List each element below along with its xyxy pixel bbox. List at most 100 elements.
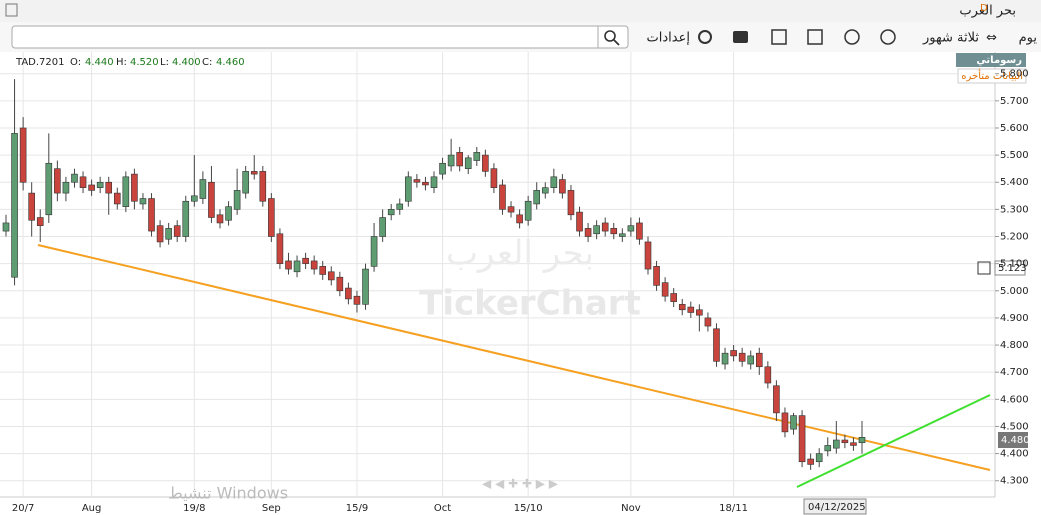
candle-body xyxy=(225,206,232,221)
y-tick-label: 4.800 xyxy=(1000,340,1029,351)
label: O: xyxy=(70,57,81,68)
candle-body xyxy=(276,233,284,264)
candle-body xyxy=(96,181,104,188)
window-icon[interactable] xyxy=(5,3,18,17)
y-tick-label: 4.500 xyxy=(1000,421,1029,432)
x-tick-label: Sep xyxy=(262,503,281,514)
candle-body xyxy=(370,236,378,267)
candle-body xyxy=(687,306,695,313)
symbol: TAD.7201 xyxy=(15,57,65,68)
candle-body xyxy=(216,214,224,224)
candle-body xyxy=(815,453,823,463)
candle-body xyxy=(379,217,386,237)
candle-body xyxy=(824,445,832,452)
candle-body xyxy=(430,176,438,188)
search-box[interactable] xyxy=(11,25,629,49)
candle-body xyxy=(627,225,635,232)
candle-body xyxy=(54,168,61,194)
value: 4.440 xyxy=(85,57,114,68)
candle-body xyxy=(353,295,361,305)
candle-body xyxy=(122,176,130,207)
value: 4.520 xyxy=(130,57,159,68)
grid xyxy=(0,52,995,497)
y-tick-label: 5.100 xyxy=(1000,259,1029,270)
indicator-icon[interactable] xyxy=(880,29,896,45)
candle-body xyxy=(584,228,592,237)
candle-body xyxy=(593,225,600,235)
y-tick-label: 4.600 xyxy=(1000,394,1029,405)
candle-body xyxy=(11,133,18,278)
trend-line[interactable] xyxy=(37,244,991,471)
x-tick-label: Oct xyxy=(434,503,451,514)
title-bar xyxy=(0,0,1041,22)
candle-body xyxy=(704,317,712,327)
candle-body xyxy=(250,171,258,175)
candle-body xyxy=(88,184,95,191)
candle-body xyxy=(285,260,292,270)
trend-line[interactable] xyxy=(796,394,991,488)
badge: D xyxy=(980,3,988,14)
candle-body xyxy=(268,198,275,237)
candle-body xyxy=(327,271,335,281)
drawings-label: رسوماتي xyxy=(976,55,1022,66)
y-tick-label: 4.400 xyxy=(1000,449,1029,460)
nav-arrows[interactable]: ◀ ◀ ✚ ✚ ▶ ▶ xyxy=(482,477,559,491)
candle-body xyxy=(490,168,498,188)
candle-body xyxy=(139,198,147,205)
crosshair-price-box xyxy=(994,260,1026,276)
candle-body xyxy=(653,266,660,286)
candle-body xyxy=(302,257,309,264)
range-button[interactable]: ثلاثة شهور xyxy=(922,31,979,46)
alert-icon[interactable] xyxy=(844,29,860,45)
y-tick-label: 5.700 xyxy=(1000,96,1029,107)
candle-body xyxy=(71,173,78,183)
candle-body xyxy=(730,350,737,357)
crosshair-date-box xyxy=(803,498,867,515)
candle-body xyxy=(473,152,481,161)
candle-body xyxy=(850,442,857,446)
candle-body xyxy=(807,458,814,465)
candle-body xyxy=(576,211,583,232)
drawing-icon[interactable] xyxy=(771,29,787,45)
x-tick-label: Nov xyxy=(621,503,641,514)
activation-text: تنشيط Windows xyxy=(168,484,288,503)
candle-body xyxy=(439,162,446,175)
settings-button[interactable]: إعدادات xyxy=(647,31,690,46)
x-tick-label: 20/7 xyxy=(12,503,34,514)
candle-body xyxy=(764,366,772,384)
crosshair-icon[interactable] xyxy=(977,261,991,275)
candle-body xyxy=(131,173,138,202)
candle-body xyxy=(199,179,207,199)
y-tick-label: 5.800 xyxy=(1000,69,1029,80)
candle-body xyxy=(755,352,763,368)
y-tick-label: 5.000 xyxy=(1000,286,1029,297)
period-button[interactable]: يوم xyxy=(1019,31,1038,46)
label: C: xyxy=(202,57,212,68)
last-price: 4.480 xyxy=(1001,435,1030,446)
crosshair-price: 5.123 xyxy=(998,263,1027,274)
search-icon[interactable] xyxy=(604,30,616,42)
candle-body xyxy=(345,287,352,300)
y-tick-label: 5.600 xyxy=(1000,123,1029,134)
candle-body xyxy=(456,152,463,167)
candles xyxy=(2,79,866,470)
candle-body xyxy=(833,439,840,449)
watermark: TickerChart xyxy=(419,284,641,324)
candle-body xyxy=(62,181,70,194)
candle-body xyxy=(790,415,797,430)
y-tick-label: 4.700 xyxy=(1000,367,1029,378)
camera-icon[interactable] xyxy=(733,31,748,43)
candle-body xyxy=(464,157,472,169)
range-icon: ⇔ xyxy=(986,31,997,46)
candle-body xyxy=(362,268,369,305)
candle-body xyxy=(79,176,87,188)
candle-body xyxy=(516,214,523,224)
chart-type-icon[interactable] xyxy=(807,29,823,45)
ohlc-header: TAD.7201 O: 4.440 H: 4.520 L: 4.400 C: 4… xyxy=(15,57,245,68)
candle-body xyxy=(105,181,113,194)
window-title: بحر العرب xyxy=(959,4,1016,19)
candle-body xyxy=(661,282,669,297)
candle-body xyxy=(422,181,429,186)
drawings-button[interactable] xyxy=(956,53,1026,67)
candle-body xyxy=(713,328,720,362)
